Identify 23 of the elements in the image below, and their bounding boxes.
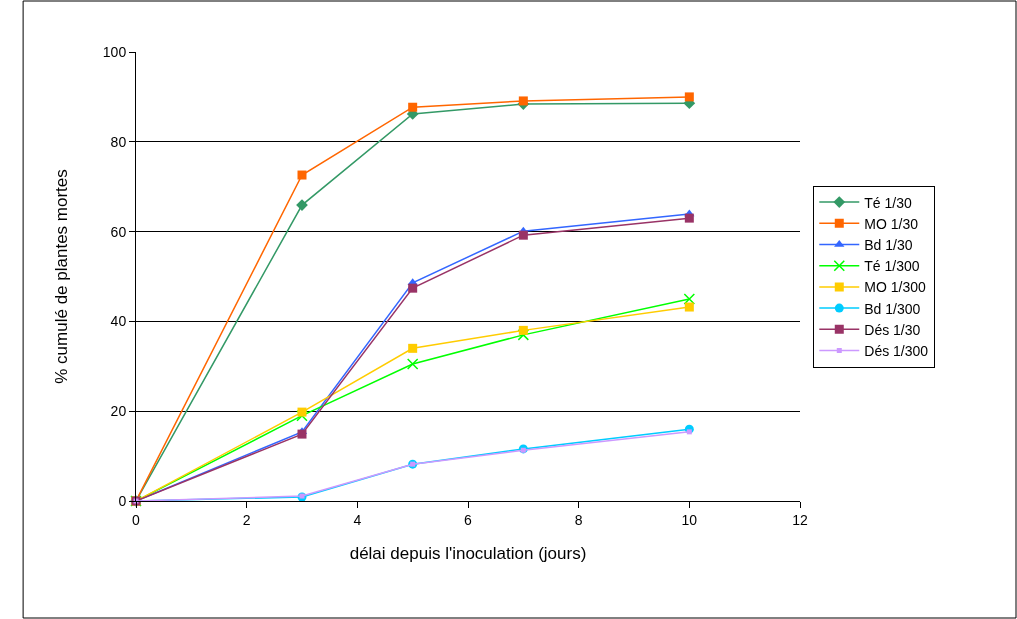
x-tick-label: 0: [132, 511, 141, 528]
x-tick-label: 2: [242, 511, 251, 528]
x-tick-label: 12: [792, 511, 808, 528]
x-tick-label: 8: [574, 511, 583, 528]
y-tick-label: 80: [110, 133, 127, 150]
y-tick-label: 20: [110, 403, 127, 420]
legend-label: Dés 1/30: [864, 321, 921, 338]
x-tick-label: 6: [464, 511, 473, 528]
x-tick-label: 4: [353, 511, 362, 528]
legend-label: Té 1/30: [864, 194, 912, 211]
y-tick-label: 60: [110, 223, 127, 240]
y-tick-label: 40: [110, 313, 127, 330]
x-tick-label: 10: [681, 511, 698, 528]
y-axis-title: % cumulé de plantes mortes: [52, 169, 72, 384]
legend-label: Bd 1/30: [864, 236, 913, 253]
legend-label: MO 1/300: [864, 279, 926, 296]
legend-label: MO 1/30: [864, 215, 919, 232]
y-tick-label: 100: [102, 43, 127, 60]
y-tick-label: 0: [118, 492, 127, 509]
legend-label: Bd 1/300: [864, 300, 921, 317]
x-axis-title: délai depuis l'inoculation (jours): [349, 544, 587, 564]
legend-label: Té 1/300: [864, 258, 920, 275]
legend-label: Dés 1/300: [864, 342, 929, 359]
